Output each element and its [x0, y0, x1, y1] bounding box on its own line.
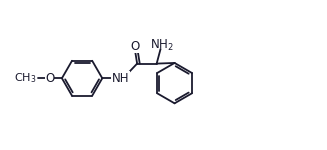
Text: O: O	[130, 39, 140, 52]
Text: O: O	[45, 72, 54, 85]
Text: $\mathsf{NH_2}$: $\mathsf{NH_2}$	[150, 38, 174, 53]
Text: NH: NH	[112, 72, 129, 85]
Text: $\mathsf{CH_3}$: $\mathsf{CH_3}$	[14, 71, 37, 85]
